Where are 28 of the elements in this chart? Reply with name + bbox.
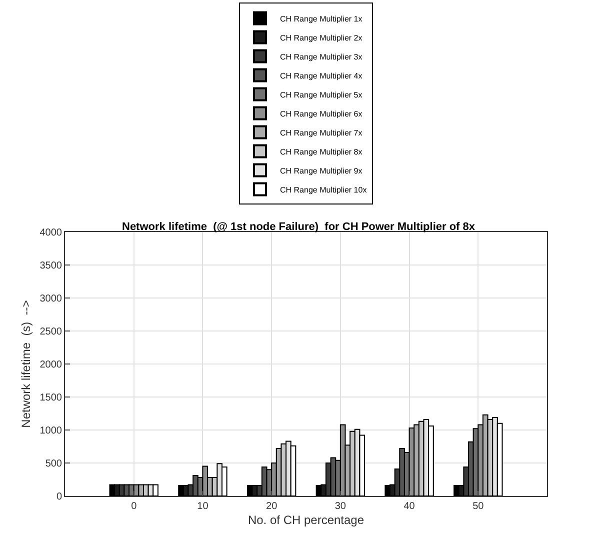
y-tick-label: 2500 [40, 326, 62, 338]
legend-label: CH Range Multiplier 10x [280, 185, 367, 194]
y-tick-label: 1500 [40, 392, 62, 404]
x-axis-title: No. of CH percentage [248, 512, 364, 527]
legend-label: CH Range Multiplier 6x [280, 109, 362, 118]
legend-label: CH Range Multiplier 2x [280, 33, 362, 42]
chart-title: Network lifetime (@ 1st node Failure) for CH Power Multiplier of 8x [122, 221, 476, 233]
y-tick-label: 500 [45, 458, 62, 470]
x-tick-label: 0 [131, 501, 138, 512]
legend-label: CH Range Multiplier 1x [280, 14, 362, 24]
legend-label: CH Range Multiplier 9x [280, 166, 362, 176]
legend-label: CH Range Multiplier 3x [280, 52, 362, 62]
y-tick-label: 0 [56, 492, 62, 502]
legend-label: CH Range Multiplier 8x [280, 147, 362, 156]
legend-label: CH Range Multiplier 5x [280, 90, 362, 100]
y-tick-label: 2000 [40, 360, 62, 370]
y-axis-title: Network lifetime (s) --> [19, 300, 34, 428]
x-tick-label: 10 [197, 501, 209, 512]
y-tick-label: 3500 [40, 260, 62, 272]
y-tick-label: 4000 [40, 228, 62, 238]
x-tick-label: 20 [266, 501, 278, 512]
y-tick-label: 3000 [40, 294, 62, 304]
y-tick-label: 1000 [40, 426, 62, 436]
x-tick-label: 30 [334, 501, 346, 512]
legend-label: CH Range Multiplier 4x [280, 71, 362, 80]
x-tick-label: 50 [472, 501, 484, 512]
legend-label: CH Range Multiplier 7x [280, 128, 362, 138]
x-tick-label: 40 [404, 501, 416, 512]
